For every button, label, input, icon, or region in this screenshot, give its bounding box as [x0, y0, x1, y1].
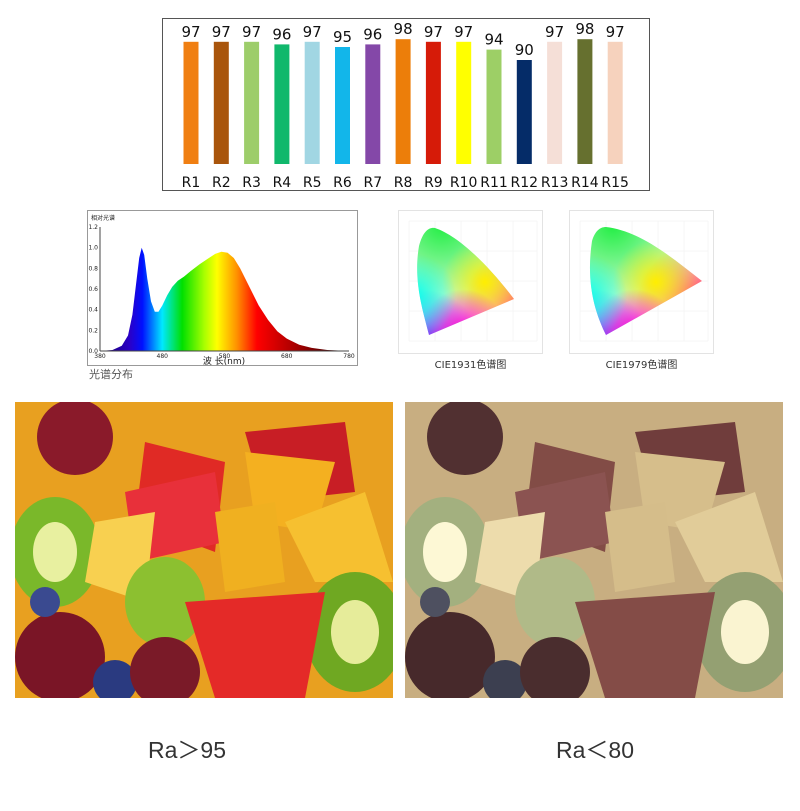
- bar-R1: [183, 41, 199, 164]
- bar-category-label: R11: [480, 175, 508, 191]
- bar-category-label: R2: [212, 175, 231, 191]
- y-tick-label: 0.0: [88, 348, 98, 355]
- spectrum-chart: 380 480 580 680 780 0.0 0.2 0.4 0.6 0.8 1.0 1.2 相对光…: [88, 214, 355, 366]
- high-cri-label: Ra＞95: [148, 737, 226, 763]
- bar-value-label: 97: [212, 23, 231, 41]
- fruit-illustration-dull: [405, 402, 783, 698]
- bar-R11: [486, 49, 502, 164]
- cie1931-plot: [408, 220, 538, 342]
- bar-value-label: 90: [515, 41, 534, 59]
- bar-category-label: R7: [363, 175, 382, 191]
- bar-R15: [607, 41, 623, 164]
- cie1931-diagram: [398, 210, 543, 354]
- cie1979-diagram: [569, 210, 714, 354]
- bar-category-label: R13: [541, 175, 569, 191]
- bar-R6: [335, 47, 350, 164]
- bar-category-label: R5: [303, 175, 322, 191]
- bar-R13: [547, 41, 563, 164]
- ri-bar-chart: 97 R1 97 R2 97 R3 96 R4 97 R5 95 R6 96 R7 98 R8 97 R9 97 R1…: [181, 20, 629, 191]
- bar-value-label: 97: [606, 23, 625, 41]
- bar-value-label: 97: [454, 23, 473, 41]
- bar-category-label: R14: [571, 175, 599, 191]
- y-tick-label: 0.4: [88, 307, 98, 314]
- bar-R8: [395, 39, 411, 165]
- bar-category-label: R3: [242, 175, 261, 191]
- x-axis-label: 波 长(nm): [203, 355, 245, 366]
- fruit-photo-high-cri: [15, 402, 393, 698]
- bar-value-label: 97: [303, 23, 322, 41]
- x-tick-label: 780: [343, 353, 355, 360]
- cie1979-caption: CIE1979色谱图: [605, 360, 678, 371]
- bar-R5: [304, 41, 320, 164]
- x-tick-label: 380: [94, 353, 106, 360]
- x-tick-label: 680: [281, 353, 293, 360]
- bar-R10: [456, 41, 472, 164]
- bar-category-label: R9: [424, 175, 443, 191]
- ri-chart-frame: [162, 18, 650, 191]
- bar-value-label: 96: [363, 25, 382, 43]
- spectrum-title: 光谱分布: [89, 368, 133, 381]
- bar-R12: [516, 60, 532, 164]
- bar-value-label: 96: [272, 25, 291, 43]
- y-axis-label: 相对光谱: [91, 214, 115, 222]
- bar-value-label: 97: [242, 23, 261, 41]
- bar-category-label: R8: [394, 175, 413, 191]
- cie1931-caption: CIE1931色谱图: [434, 360, 507, 371]
- bar-category-label: R10: [450, 175, 478, 191]
- y-tick-label: 1.0: [88, 245, 98, 252]
- y-tick-label: 0.2: [88, 327, 98, 334]
- y-tick-label: 0.8: [88, 265, 98, 272]
- bar-R4: [274, 44, 290, 164]
- bar-category-label: R4: [273, 175, 292, 191]
- bar-R9: [425, 41, 441, 164]
- fruit-photo-low-cri: [405, 402, 783, 698]
- bar-value-label: 98: [575, 20, 594, 38]
- spectrum-area: [100, 247, 349, 351]
- bar-category-label: R12: [511, 175, 539, 191]
- low-cri-label: Ra＜80: [556, 737, 634, 763]
- fruit-illustration: [15, 402, 393, 698]
- bar-value-label: 97: [545, 23, 564, 41]
- y-tick-label: 0.6: [88, 286, 98, 293]
- bar-category-label: R1: [182, 175, 201, 191]
- bar-R3: [244, 41, 260, 164]
- x-tick-label: 480: [157, 353, 169, 360]
- bar-R2: [213, 41, 229, 164]
- cie1979-plot: [579, 220, 709, 342]
- bar-value-label: 98: [394, 20, 413, 38]
- spectrum-chart-frame: [87, 210, 358, 366]
- bar-value-label: 95: [333, 28, 352, 46]
- bar-R14: [577, 39, 593, 165]
- bar-value-label: 94: [484, 31, 503, 49]
- bar-category-label: R6: [333, 175, 352, 191]
- bar-category-label: R15: [601, 175, 629, 191]
- bar-value-label: 97: [424, 23, 443, 41]
- x-tick-label: 580: [219, 353, 231, 360]
- bar-value-label: 97: [181, 23, 200, 41]
- bar-R7: [365, 44, 381, 164]
- y-tick-label: 1.2: [88, 224, 98, 231]
